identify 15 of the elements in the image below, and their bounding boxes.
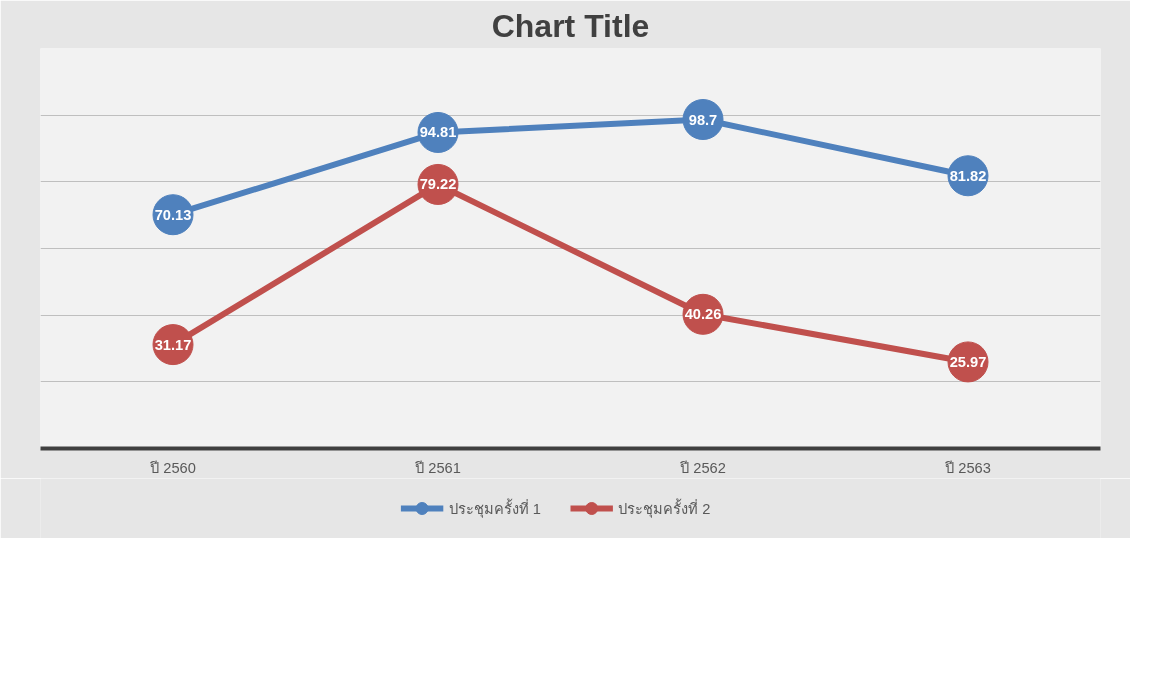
x-tick-label: ปี 2562 [679, 459, 726, 476]
x-tick-label: ปี 2560 [149, 459, 196, 476]
chart-title: Chart Title [491, 7, 650, 44]
data-label: 94.81 [419, 124, 457, 141]
x-tick-label: ปี 2561 [414, 459, 461, 476]
data-label: 70.13 [154, 206, 192, 223]
legend-label: ประชุมครั้งที่ 1 [448, 497, 541, 518]
data-label: 40.26 [684, 306, 722, 323]
data-label: 81.82 [949, 167, 987, 184]
x-tick-label: ปี 2563 [944, 459, 991, 476]
data-label: 98.7 [688, 111, 718, 128]
data-label: 31.17 [154, 336, 192, 353]
data-label: 79.22 [419, 176, 457, 193]
data-label: 25.97 [949, 353, 987, 370]
legend-label: ประชุมครั้งที่ 2 [618, 497, 711, 518]
